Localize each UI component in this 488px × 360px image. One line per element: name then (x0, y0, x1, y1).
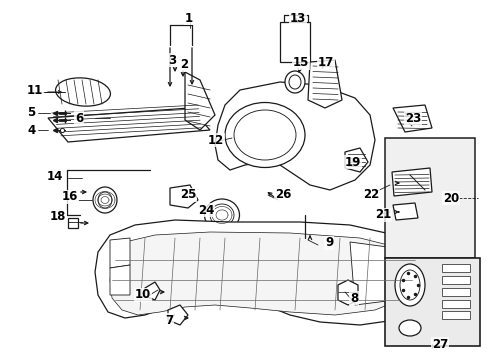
Polygon shape (392, 105, 431, 132)
Polygon shape (349, 242, 407, 305)
Text: 22: 22 (362, 189, 379, 202)
Ellipse shape (93, 187, 117, 213)
Polygon shape (184, 72, 215, 130)
Ellipse shape (285, 71, 305, 93)
Bar (441, 311, 469, 319)
Ellipse shape (394, 264, 424, 306)
Text: 27: 27 (431, 338, 447, 351)
Text: 14: 14 (47, 171, 63, 184)
Ellipse shape (399, 270, 419, 300)
Polygon shape (392, 203, 417, 220)
Text: 16: 16 (62, 190, 78, 203)
Text: 3: 3 (168, 54, 176, 67)
Polygon shape (168, 305, 187, 325)
Text: 21: 21 (374, 208, 390, 221)
Polygon shape (95, 220, 429, 325)
Polygon shape (110, 238, 130, 268)
Polygon shape (110, 232, 411, 315)
Bar (280, 22, 309, 62)
Ellipse shape (288, 75, 301, 89)
Text: 25: 25 (180, 189, 196, 202)
Polygon shape (170, 185, 198, 208)
Text: 24: 24 (198, 203, 214, 216)
Bar (441, 300, 469, 308)
Ellipse shape (98, 192, 112, 208)
Text: 18: 18 (50, 211, 66, 224)
Text: 26: 26 (274, 189, 291, 202)
Polygon shape (345, 148, 367, 172)
Ellipse shape (224, 103, 305, 167)
Polygon shape (68, 218, 78, 228)
Bar (384, 258, 479, 346)
Bar (441, 276, 469, 284)
Text: 17: 17 (317, 57, 334, 69)
Polygon shape (307, 60, 341, 108)
Bar (441, 264, 469, 272)
Polygon shape (48, 108, 209, 142)
Polygon shape (145, 282, 160, 300)
Text: 9: 9 (325, 237, 332, 249)
Bar (384, 138, 474, 258)
Text: 6: 6 (75, 112, 83, 125)
Text: 11: 11 (27, 84, 43, 96)
Text: 7: 7 (164, 314, 173, 327)
Polygon shape (337, 280, 357, 305)
Ellipse shape (234, 110, 295, 160)
Text: 4: 4 (27, 123, 35, 136)
Ellipse shape (398, 320, 420, 336)
Text: 19: 19 (345, 156, 361, 168)
Text: 8: 8 (349, 292, 358, 305)
Text: 10: 10 (135, 288, 151, 302)
Ellipse shape (204, 199, 239, 231)
Ellipse shape (209, 204, 234, 226)
Text: 2: 2 (180, 58, 188, 72)
Polygon shape (391, 168, 431, 196)
Ellipse shape (56, 78, 110, 106)
Polygon shape (110, 265, 130, 295)
Bar (441, 288, 469, 296)
Text: 5: 5 (27, 107, 35, 120)
Text: 1: 1 (184, 12, 193, 24)
Text: 15: 15 (292, 57, 309, 69)
Polygon shape (215, 82, 374, 190)
Text: 12: 12 (207, 134, 224, 147)
Text: 20: 20 (442, 192, 458, 204)
Text: 13: 13 (289, 12, 305, 24)
Text: 23: 23 (404, 112, 420, 125)
